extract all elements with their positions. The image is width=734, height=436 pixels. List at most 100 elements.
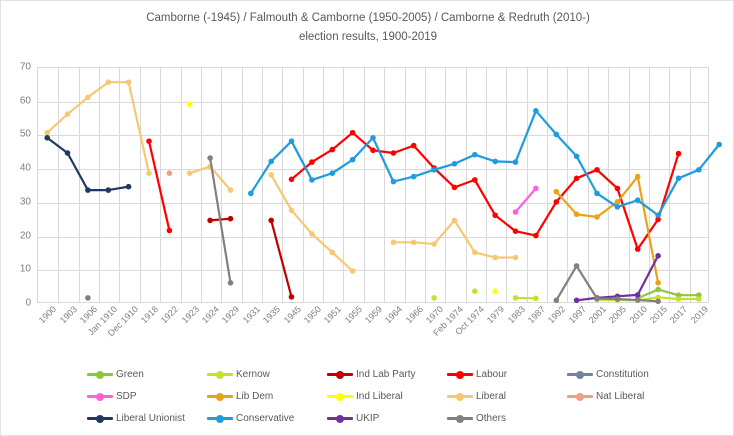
series-line-liberal xyxy=(392,219,517,259)
x-tick-1923: 1923 xyxy=(179,304,201,326)
series-point-liberal xyxy=(349,268,356,274)
series-point-liberal xyxy=(512,254,519,261)
x-tick-1983: 1983 xyxy=(505,304,527,326)
series-point-conservative xyxy=(268,158,274,165)
legend-item-sdp[interactable]: SDP xyxy=(87,385,207,407)
legend-item-lib-dem[interactable]: Lib Dem xyxy=(207,385,327,407)
legend-swatch-icon xyxy=(87,412,113,424)
legend-item-ukip[interactable]: UKIP xyxy=(327,407,447,429)
series-line-labour xyxy=(290,131,680,251)
series-layer xyxy=(44,79,722,305)
legend-label: SDP xyxy=(116,390,137,402)
legend-item-constitution[interactable]: Constitution xyxy=(567,363,687,385)
series-point-lib-dem xyxy=(614,199,621,205)
gridline-v xyxy=(180,68,182,302)
legend-label: UKIP xyxy=(356,412,380,424)
series-point-conservative xyxy=(553,131,560,138)
y-tick-70: 70 xyxy=(19,61,31,73)
series-point-others xyxy=(594,295,600,302)
x-tick-1959: 1959 xyxy=(362,304,385,326)
series-point-green xyxy=(655,286,661,293)
gridline-v xyxy=(262,68,263,302)
legend-item-liberal-unionist[interactable]: Liberal Unionist xyxy=(87,407,207,429)
series-point-liberal-unionist xyxy=(44,135,50,141)
series-point-liberal xyxy=(309,231,315,237)
series-point-liberal xyxy=(64,111,71,117)
series-point-conservative xyxy=(614,204,621,210)
legend-item-ind-liberal[interactable]: Ind Liberal xyxy=(327,385,447,407)
legend-swatch-icon xyxy=(447,390,473,402)
series-point-liberal xyxy=(227,187,234,193)
series-point-ukip xyxy=(655,253,661,259)
series-point-ukip xyxy=(573,297,580,304)
legend-item-conservative[interactable]: Conservative xyxy=(207,407,327,429)
series-point-labour xyxy=(451,184,458,191)
legend-label: Labour xyxy=(476,368,508,380)
series-point-kernow xyxy=(675,296,682,302)
x-tick-2010: 2010 xyxy=(627,304,649,326)
chart-title: Camborne (-1945) / Falmouth & Camborne (… xyxy=(1,9,734,47)
series-point-lib-dem xyxy=(655,280,661,286)
series-point-labour xyxy=(573,175,580,182)
series-point-others xyxy=(614,296,621,302)
series-line-liberal xyxy=(188,165,232,192)
series-point-others xyxy=(227,280,234,286)
series-point-conservative xyxy=(472,151,478,158)
gridline-v xyxy=(506,68,508,302)
gridline-v xyxy=(78,68,80,302)
legend-swatch-icon xyxy=(327,412,353,424)
gridline-v xyxy=(648,68,650,302)
legend-swatch-icon xyxy=(207,412,233,424)
series-point-labour xyxy=(614,185,621,192)
series-point-kernow xyxy=(533,295,539,302)
x-tick-1929: 1929 xyxy=(220,304,242,326)
legend-item-nat-liberal[interactable]: Nat Liberal xyxy=(567,385,687,407)
series-point-liberal-unionist xyxy=(125,183,132,190)
legend-label: Others xyxy=(476,412,507,424)
chart-title-line-2: election results, 1900-2019 xyxy=(298,31,438,43)
series-line-liberal xyxy=(46,81,151,175)
legend-item-liberal[interactable]: Liberal xyxy=(447,385,567,407)
x-tick-1945: 1945 xyxy=(281,304,303,326)
x-tick-1997: 1997 xyxy=(566,304,588,326)
series-point-conservative xyxy=(248,190,254,197)
series-point-liberal xyxy=(390,239,397,246)
series-point-others xyxy=(634,297,641,303)
gridline-v xyxy=(689,68,691,302)
gridline-h xyxy=(38,236,708,238)
series-line-lib-dem xyxy=(555,175,660,284)
gridline-v xyxy=(608,68,610,302)
legend-label: Lib Dem xyxy=(236,390,274,402)
gridline-v xyxy=(465,68,467,302)
series-point-labour xyxy=(288,176,295,183)
series-point-liberal xyxy=(186,170,193,176)
gridline-h xyxy=(38,202,708,204)
legend-item-kernow[interactable]: Kernow xyxy=(207,363,327,385)
x-tick-1966: 1966 xyxy=(403,304,425,326)
gridline-v xyxy=(241,68,243,302)
legend-item-labour[interactable]: Labour xyxy=(447,363,567,385)
series-point-conservative xyxy=(716,141,722,148)
x-tick-1900: 1900 xyxy=(37,304,59,326)
legend-item-ind-lab-party[interactable]: Ind Lab Party xyxy=(327,363,447,385)
legend-item-others[interactable]: Others xyxy=(447,407,567,429)
series-point-conservative xyxy=(533,108,539,114)
legend-label: Green xyxy=(116,368,144,380)
gridline-v xyxy=(139,68,141,302)
series-point-conservative xyxy=(634,197,641,203)
series-line-conservative xyxy=(249,109,721,217)
legend-label: Ind Lab Party xyxy=(356,368,416,380)
legend-swatch-icon xyxy=(87,368,113,380)
x-tick-1931: 1931 xyxy=(240,304,262,326)
gridline-v xyxy=(160,68,162,302)
series-point-lib-dem xyxy=(573,211,580,218)
legend-label: Constitution xyxy=(596,368,649,380)
series-point-liberal xyxy=(105,79,112,85)
y-tick-30: 30 xyxy=(19,196,31,208)
x-tick-1992: 1992 xyxy=(546,304,568,326)
legend-item-green[interactable]: Green xyxy=(87,363,207,385)
series-point-lib-dem xyxy=(553,188,560,195)
x-tick-2017: 2017 xyxy=(668,304,690,326)
gridline-v xyxy=(628,68,630,302)
